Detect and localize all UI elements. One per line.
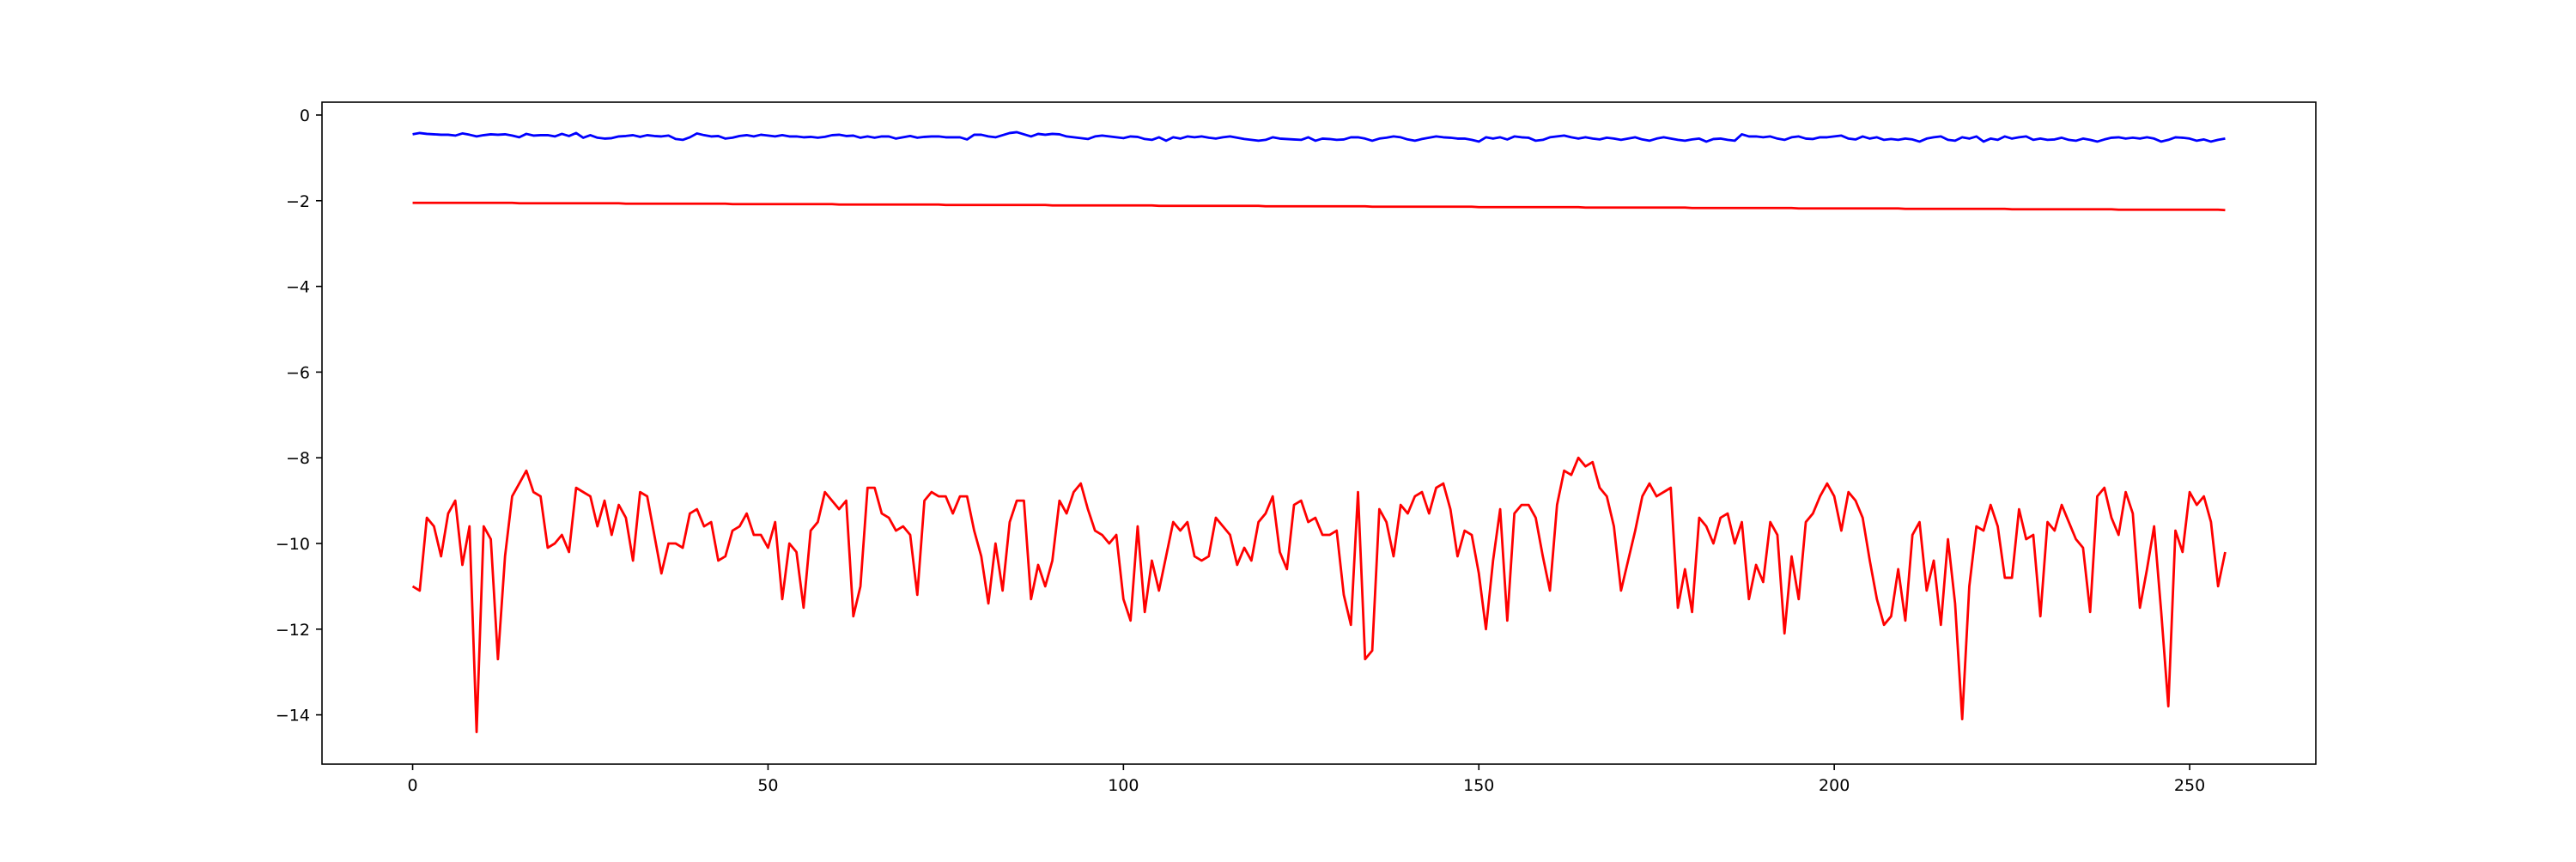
x-tick-label: 0 bbox=[407, 776, 417, 795]
y-tick-label: −2 bbox=[286, 192, 310, 211]
x-tick-label: 200 bbox=[1819, 776, 1850, 795]
y-tick-label: −10 bbox=[276, 535, 310, 554]
y-tick-label: −6 bbox=[286, 363, 310, 382]
y-tick-label: −4 bbox=[286, 278, 310, 297]
axes-frame bbox=[321, 101, 2317, 765]
series-line bbox=[412, 131, 2226, 143]
x-tick-label: 100 bbox=[1108, 776, 1139, 795]
series-line bbox=[412, 201, 2226, 212]
plot-area bbox=[411, 131, 2227, 733]
x-tick-label: 150 bbox=[1463, 776, 1494, 795]
y-tick-label: −14 bbox=[276, 707, 310, 725]
series-line bbox=[411, 456, 2227, 733]
y-tick-label: −12 bbox=[276, 621, 310, 640]
y-tick-label: 0 bbox=[300, 106, 310, 125]
x-tick-label: 250 bbox=[2174, 776, 2205, 795]
y-tick-label: −8 bbox=[286, 449, 310, 468]
x-tick-label: 50 bbox=[757, 776, 778, 795]
